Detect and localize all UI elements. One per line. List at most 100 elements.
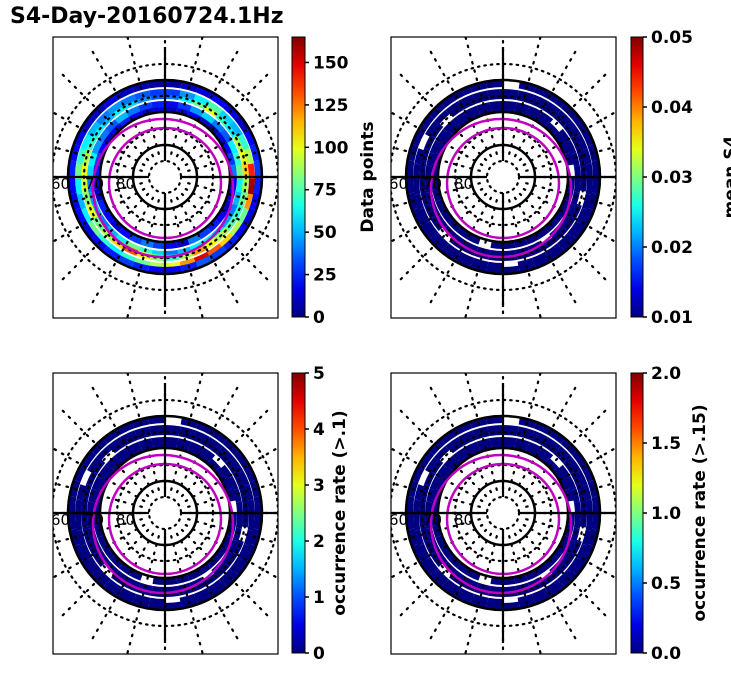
heatmap-cell (456, 227, 470, 240)
heatmap-cell (207, 101, 223, 115)
heatmap-cell (105, 455, 119, 469)
colorbar-tick-label: 0 (313, 308, 325, 328)
heatmap-cell (443, 225, 457, 239)
heatmap-cell (573, 179, 581, 193)
heatmap-cell (80, 222, 97, 240)
latitude-label: 80 (116, 175, 135, 193)
heatmap-cell (585, 163, 593, 179)
plot-area: 60 70 80 (389, 373, 616, 654)
heatmap-cell (553, 466, 566, 480)
heatmap-cell (440, 92, 458, 109)
heatmap-cell (575, 207, 588, 224)
heatmap-cell (165, 89, 181, 97)
heatmap-cell (87, 557, 101, 573)
heatmap-cell (96, 568, 112, 584)
heatmap-cell (193, 587, 210, 600)
polar-panel-bottom-right: 60 70 80 0.0 0.5 1.0 1.5 2.0 occurrence rate (>.… (389, 364, 710, 664)
heatmap-cell (80, 207, 93, 224)
heatmap-cell (560, 477, 571, 491)
heatmap-cell (410, 543, 426, 562)
heatmap-cell (102, 466, 115, 480)
latitude-label: 60 (51, 511, 70, 529)
heatmap-cell (545, 243, 561, 257)
oval-outer (429, 117, 573, 259)
heatmap-cell (503, 241, 516, 249)
heatmap-cell (413, 163, 421, 179)
heatmap-cell (456, 450, 470, 463)
heatmap-cell (247, 179, 255, 195)
heatmap-cell (97, 477, 108, 491)
colorbar-tick-label: 5 (313, 364, 325, 384)
colorbar-tick-label: 0.04 (651, 98, 693, 118)
heatmap-cell (189, 105, 204, 117)
heatmap-cell (218, 446, 234, 462)
heatmap-cell (581, 148, 592, 165)
heatmap-cell (565, 476, 577, 491)
heatmap-cell (165, 425, 181, 433)
heatmap-cell (165, 437, 179, 445)
heatmap-cell (72, 128, 88, 147)
heatmap-cell (533, 84, 552, 100)
heatmap-cell (193, 251, 210, 264)
heatmap-cell (429, 476, 441, 491)
colorbar-tick-label: 100 (313, 138, 349, 158)
heatmap-cell (452, 234, 467, 247)
heatmap-cell (149, 425, 165, 433)
heatmap-cell (114, 570, 129, 583)
latitude-label: 80 (116, 511, 135, 529)
heatmap-cell (116, 254, 135, 270)
heatmap-cell (198, 227, 212, 240)
heatmap-cell (87, 121, 101, 137)
heatmap-cell (195, 420, 214, 436)
heatmap-cell (487, 425, 503, 433)
heatmap-cell (80, 114, 97, 132)
heatmap-cell (426, 152, 436, 167)
heatmap-cell (72, 464, 88, 483)
colorbar-tick-label: 125 (313, 96, 349, 116)
heatmap-cell (580, 128, 596, 147)
colorbar-label: occurrence rate (>.1) (330, 410, 350, 615)
heatmap-cell (215, 130, 228, 144)
latitude-label: 70 (85, 511, 104, 529)
latitude-label: 60 (51, 175, 70, 193)
latitude-label: 70 (423, 175, 442, 193)
colorbar (630, 372, 644, 654)
heatmap-cell (151, 437, 165, 445)
figure-title: S4-Day-20160724.1Hz (10, 4, 284, 29)
heatmap-cell (425, 221, 439, 237)
heatmap-cell (80, 450, 97, 468)
latitude-label: 60 (389, 511, 408, 529)
heatmap-cell (107, 437, 123, 451)
dotted-grid-circle (485, 159, 521, 195)
heatmap-cell (458, 94, 475, 107)
colorbar-tick-label: 0 (313, 644, 325, 664)
heatmap-cell (107, 243, 123, 257)
heatmap-cell (235, 165, 243, 179)
heatmap-cell (418, 114, 435, 132)
heatmap-cell (503, 437, 517, 445)
heatmap-cell (525, 234, 539, 245)
colorbar-tick-label: 150 (313, 53, 349, 73)
heatmap-cell (585, 179, 593, 195)
heatmap-cell (76, 484, 87, 501)
heatmap-cell (575, 470, 588, 487)
heatmap-cell (445, 437, 461, 451)
heatmap-cell (116, 590, 135, 606)
heatmap-cell (215, 466, 228, 480)
colorbar-tick-label: 1 (313, 588, 325, 608)
heatmap-cell (227, 476, 239, 491)
polar-panel-top-right: 60 70 80 0.01 0.02 0.03 0.04 0.05 mean S4 (390, 28, 731, 328)
heatmap-cell (232, 527, 242, 542)
latitude-label: 70 (423, 511, 442, 529)
heatmap-cell (86, 539, 98, 555)
heatmap-cell (210, 92, 228, 109)
heatmap-cell (418, 207, 431, 224)
colorbar (291, 372, 306, 654)
heatmap-cell (96, 110, 112, 126)
heatmap-cell (193, 94, 210, 107)
heatmap-cell (97, 199, 108, 213)
heatmap-cell (567, 121, 581, 137)
heatmap-cell (458, 251, 475, 264)
heatmap-cell (120, 587, 137, 600)
